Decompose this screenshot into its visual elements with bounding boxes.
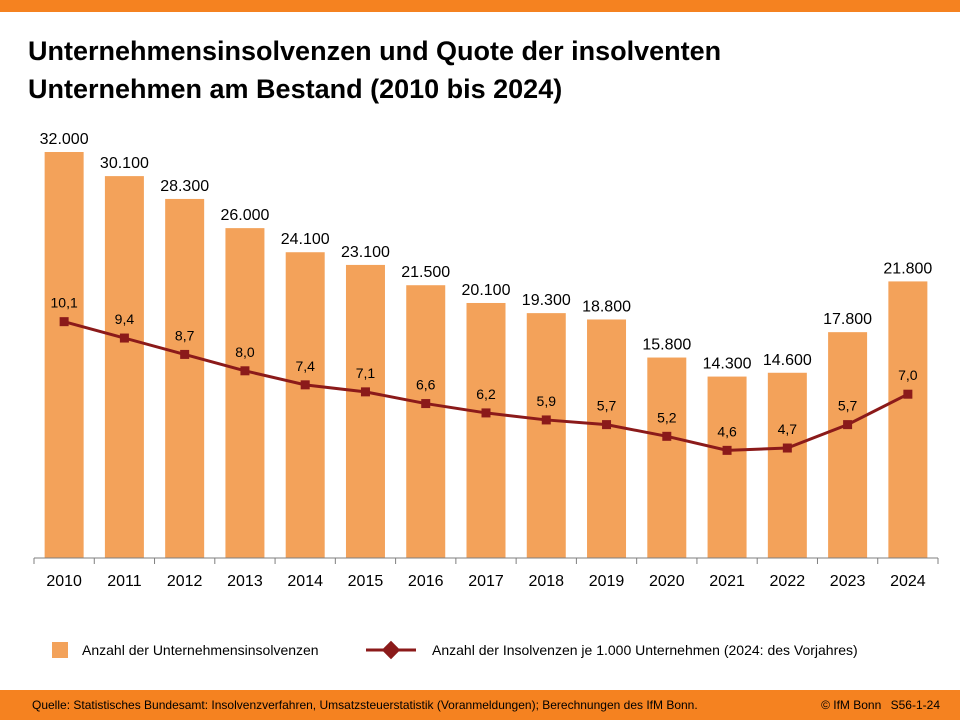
chart-legend: Anzahl der Unternehmensinsolvenzen Anzah…: [0, 638, 960, 662]
bar-value-label-2013: 26.000: [220, 207, 269, 224]
rate-value-label-2016: 6,6: [416, 377, 436, 393]
bar-2013: [225, 228, 265, 558]
rate-point-2024: [903, 389, 913, 399]
insolvency-chart: 32.000 30.100 28.300 26.000 24.100 23.100 21.5…: [33, 131, 939, 590]
rate-value-label-2018: 5,9: [537, 393, 557, 409]
rate-value-label-2023: 5,7: [838, 398, 858, 414]
bar-2023: [828, 332, 868, 558]
rate-value-label-2019: 5,7: [597, 398, 617, 414]
top-accent-bar: [0, 0, 960, 12]
x-tick-label-2015: 2015: [348, 573, 384, 590]
rate-value-label-2014: 7,4: [295, 358, 315, 374]
footer-copyright: © IfM Bonn S56-1-24: [815, 698, 940, 712]
x-tick-label-2022: 2022: [770, 573, 806, 590]
bar-value-label-2011: 30.100: [100, 155, 149, 172]
rate-value-label-2017: 6,2: [476, 386, 496, 402]
bar-2016: [406, 285, 446, 558]
bar-value-label-2016: 21.500: [401, 264, 450, 281]
rate-point-2021: [722, 445, 732, 455]
footer-source: Quelle: Statistisches Bundesamt: Insolve…: [32, 698, 698, 712]
x-tick-label-2021: 2021: [709, 573, 745, 590]
x-tick-label-2020: 2020: [649, 573, 685, 590]
title-line-2: Unternehmen am Bestand (2010 bis 2024): [28, 74, 563, 104]
rate-value-label-2010: 10,1: [51, 295, 78, 311]
legend-bar-swatch: [52, 642, 68, 658]
bar-2010: [44, 152, 84, 558]
x-tick-label-2011: 2011: [107, 573, 142, 590]
bar-value-label-2017: 20.100: [462, 282, 511, 299]
x-tick-label-2019: 2019: [589, 573, 625, 590]
legend-item-bars: Anzahl der Unternehmensinsolvenzen: [52, 638, 319, 662]
rate-value-label-2022: 4,7: [778, 421, 798, 437]
bar-value-label-2023: 17.800: [823, 311, 872, 328]
title-line-1: Unternehmensinsolvenzen und Quote der in…: [28, 36, 722, 66]
rate-value-label-2012: 8,7: [175, 327, 195, 343]
rate-point-2010: [59, 317, 69, 327]
x-tick-label-2018: 2018: [528, 573, 564, 590]
bar-2024: [888, 281, 928, 558]
legend-item-line: Anzahl der Insolvenzen je 1.000 Unterneh…: [366, 638, 858, 662]
footer-copyright-text: © IfM Bonn: [821, 698, 882, 712]
bar-value-label-2019: 18.800: [582, 298, 631, 315]
footer-bar: Quelle: Statistisches Bundesamt: Insolve…: [0, 690, 960, 720]
chart-title: Unternehmensinsolvenzen und Quote der in…: [28, 32, 928, 108]
bar-2012: [165, 198, 205, 558]
rate-point-2012: [180, 349, 190, 359]
bar-2015: [345, 264, 385, 558]
bar-2017: [466, 302, 506, 558]
bar-2011: [104, 176, 144, 558]
x-tick-label-2023: 2023: [830, 573, 866, 590]
footer-code: S56-1-24: [890, 698, 940, 712]
rate-point-2014: [300, 380, 310, 390]
bar-value-label-2024: 21.800: [883, 260, 932, 277]
rate-point-2020: [662, 431, 672, 441]
rate-point-2022: [782, 443, 792, 453]
bar-value-label-2021: 14.300: [703, 356, 752, 373]
rate-point-2013: [240, 366, 250, 376]
rate-point-2015: [360, 387, 370, 397]
x-tick-label-2024: 2024: [890, 573, 926, 590]
rate-value-label-2020: 5,2: [657, 409, 677, 425]
rate-point-2019: [602, 420, 612, 430]
bar-value-label-2012: 28.300: [160, 178, 209, 195]
rate-point-2011: [119, 333, 129, 343]
x-tick-label-2017: 2017: [468, 573, 504, 590]
rate-point-2018: [541, 415, 551, 425]
rate-point-2016: [421, 399, 431, 409]
bar-value-label-2010: 32.000: [40, 131, 89, 148]
bar-value-label-2020: 15.800: [642, 337, 691, 354]
rate-point-2023: [843, 420, 853, 430]
rate-point-2017: [481, 408, 491, 418]
x-tick-label-2014: 2014: [287, 573, 323, 590]
legend-bar-label: Anzahl der Unternehmensinsolvenzen: [82, 642, 319, 658]
legend-line-marker-icon: [366, 640, 416, 660]
bar-2019: [587, 319, 627, 558]
bar-2020: [647, 357, 687, 558]
bar-value-label-2014: 24.100: [281, 231, 330, 248]
x-tick-label-2016: 2016: [408, 573, 444, 590]
x-tick-label-2013: 2013: [227, 573, 263, 590]
rate-value-label-2013: 8,0: [235, 344, 255, 360]
bar-2014: [285, 252, 325, 558]
bar-value-label-2015: 23.100: [341, 244, 390, 261]
bar-2018: [526, 313, 566, 558]
bar-value-label-2022: 14.600: [763, 352, 812, 369]
legend-line-label: Anzahl der Insolvenzen je 1.000 Unterneh…: [432, 642, 858, 658]
rate-value-label-2024: 7,0: [898, 367, 918, 383]
bar-2021: [707, 376, 747, 558]
rate-value-label-2011: 9,4: [115, 311, 135, 327]
x-tick-label-2012: 2012: [167, 573, 203, 590]
x-tick-label-2010: 2010: [46, 573, 82, 590]
rate-value-label-2021: 4,6: [717, 423, 737, 439]
bar-value-label-2018: 19.300: [522, 292, 571, 309]
bar-2022: [767, 372, 807, 558]
rate-value-label-2015: 7,1: [356, 365, 376, 381]
